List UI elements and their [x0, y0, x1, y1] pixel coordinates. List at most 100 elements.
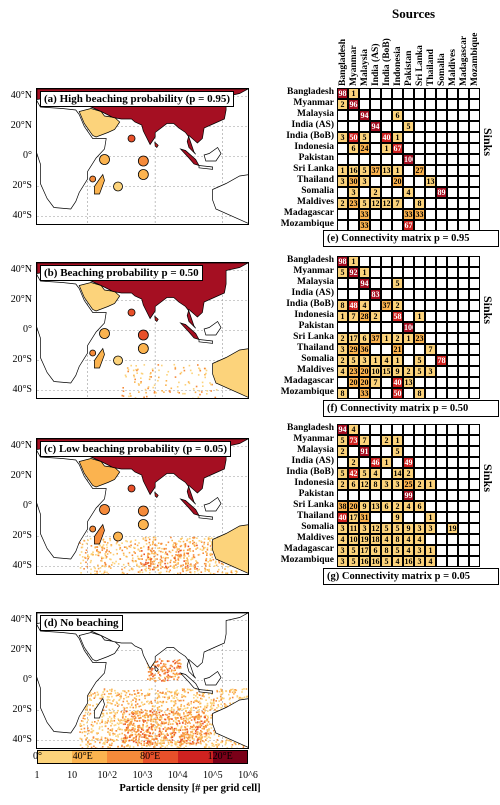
- density-cell: [175, 673, 177, 676]
- density-cell: [125, 696, 128, 699]
- density-cell: [127, 564, 130, 566]
- density-cell: [79, 724, 81, 727]
- density-cell: [156, 726, 158, 728]
- matrix-cell: 4: [381, 355, 392, 366]
- density-cell: [112, 732, 114, 735]
- density-cell: [167, 723, 170, 726]
- matrix-cell: [469, 512, 480, 523]
- density-cell: [211, 542, 213, 544]
- density-cell: [210, 547, 213, 549]
- matrix-cell: 23: [348, 366, 359, 377]
- matrix-cell: [414, 300, 425, 311]
- density-cell: [130, 364, 132, 367]
- matrix-cell: [392, 154, 403, 165]
- density-cell: [186, 688, 189, 691]
- density-cell: [131, 559, 134, 562]
- density-cell: [124, 740, 126, 742]
- density-cell: [135, 739, 137, 741]
- sinks-label: Sinks: [481, 296, 495, 325]
- density-cell: [174, 561, 176, 564]
- density-cell: [122, 552, 125, 555]
- density-cell: [109, 712, 111, 714]
- matrix-cell: 4: [381, 534, 392, 545]
- density-cell: [187, 545, 190, 548]
- density-cell: [105, 706, 108, 708]
- density-cell: [125, 716, 127, 718]
- density-cell: [204, 567, 206, 570]
- density-cell: [102, 538, 105, 541]
- density-cell: [127, 744, 129, 746]
- density-cell: [105, 556, 108, 558]
- density-cell: [118, 693, 120, 696]
- density-cell: [132, 699, 134, 701]
- density-cell: [205, 699, 207, 701]
- density-cell: [79, 567, 82, 569]
- density-cell: [229, 689, 232, 692]
- density-cell: [216, 710, 218, 712]
- density-cell: [162, 700, 165, 703]
- density-cell: [134, 711, 137, 713]
- matrix-cell: [447, 490, 458, 501]
- density-cell: [190, 716, 193, 718]
- density-cell: [90, 723, 93, 726]
- density-cell: [167, 717, 169, 720]
- density-cell: [193, 717, 196, 719]
- matrix-cell: [447, 110, 458, 121]
- density-cell: [190, 714, 193, 716]
- density-cell: [209, 559, 211, 562]
- density-cell: [211, 742, 213, 745]
- density-cell: [151, 543, 154, 546]
- density-cell: [213, 733, 216, 736]
- density-cell: [140, 382, 142, 384]
- density-cell: [121, 704, 123, 706]
- density-cell: [123, 566, 126, 569]
- density-cell: [138, 740, 140, 742]
- density-cell: [123, 712, 126, 715]
- matrix-cell: [414, 121, 425, 132]
- density-cell: [184, 567, 187, 569]
- matrix-cell: [414, 88, 425, 99]
- density-cell: [179, 549, 181, 552]
- matrix-cell: [469, 187, 480, 198]
- density-cell: [156, 702, 158, 704]
- lat-tick: 20°S: [12, 179, 32, 191]
- density-cell: [131, 554, 134, 557]
- density-cell: [161, 721, 163, 723]
- density-cell: [177, 572, 179, 574]
- density-cell: [106, 550, 108, 552]
- matrix-cell: [469, 209, 480, 220]
- density-cell: [139, 716, 142, 719]
- matrix-cell: 5: [381, 523, 392, 534]
- density-cell: [136, 689, 139, 692]
- density-cell: [171, 744, 173, 747]
- density-cell: [140, 550, 142, 552]
- density-cell: [177, 717, 179, 719]
- density-cell: [160, 718, 163, 720]
- density-cell: [150, 720, 153, 723]
- density-cell: [146, 700, 148, 703]
- matrix-cell: 3: [348, 187, 359, 198]
- density-cell: [169, 664, 172, 667]
- density-cell: [174, 662, 177, 664]
- density-cell: [113, 739, 116, 742]
- density-cell: [175, 690, 177, 692]
- density-cell: [106, 712, 108, 715]
- density-cell: [177, 712, 179, 714]
- density-cell: [145, 561, 147, 564]
- source-point-circle: [89, 349, 97, 357]
- matrix-cell: 9: [359, 501, 370, 512]
- density-cell: [159, 742, 162, 744]
- matrix-cell: [436, 121, 447, 132]
- matrix-cell: [381, 88, 392, 99]
- matrix-cell: [414, 154, 425, 165]
- matrix-cell: [348, 121, 359, 132]
- density-cell: [141, 728, 143, 731]
- matrix-cell: [359, 457, 370, 468]
- density-cell: [227, 565, 229, 568]
- density-cell: [166, 562, 169, 565]
- density-cell: [108, 743, 111, 746]
- density-cell: [190, 689, 192, 692]
- density-cell: [87, 539, 89, 542]
- density-cell: [121, 568, 123, 571]
- density-cell: [176, 547, 179, 550]
